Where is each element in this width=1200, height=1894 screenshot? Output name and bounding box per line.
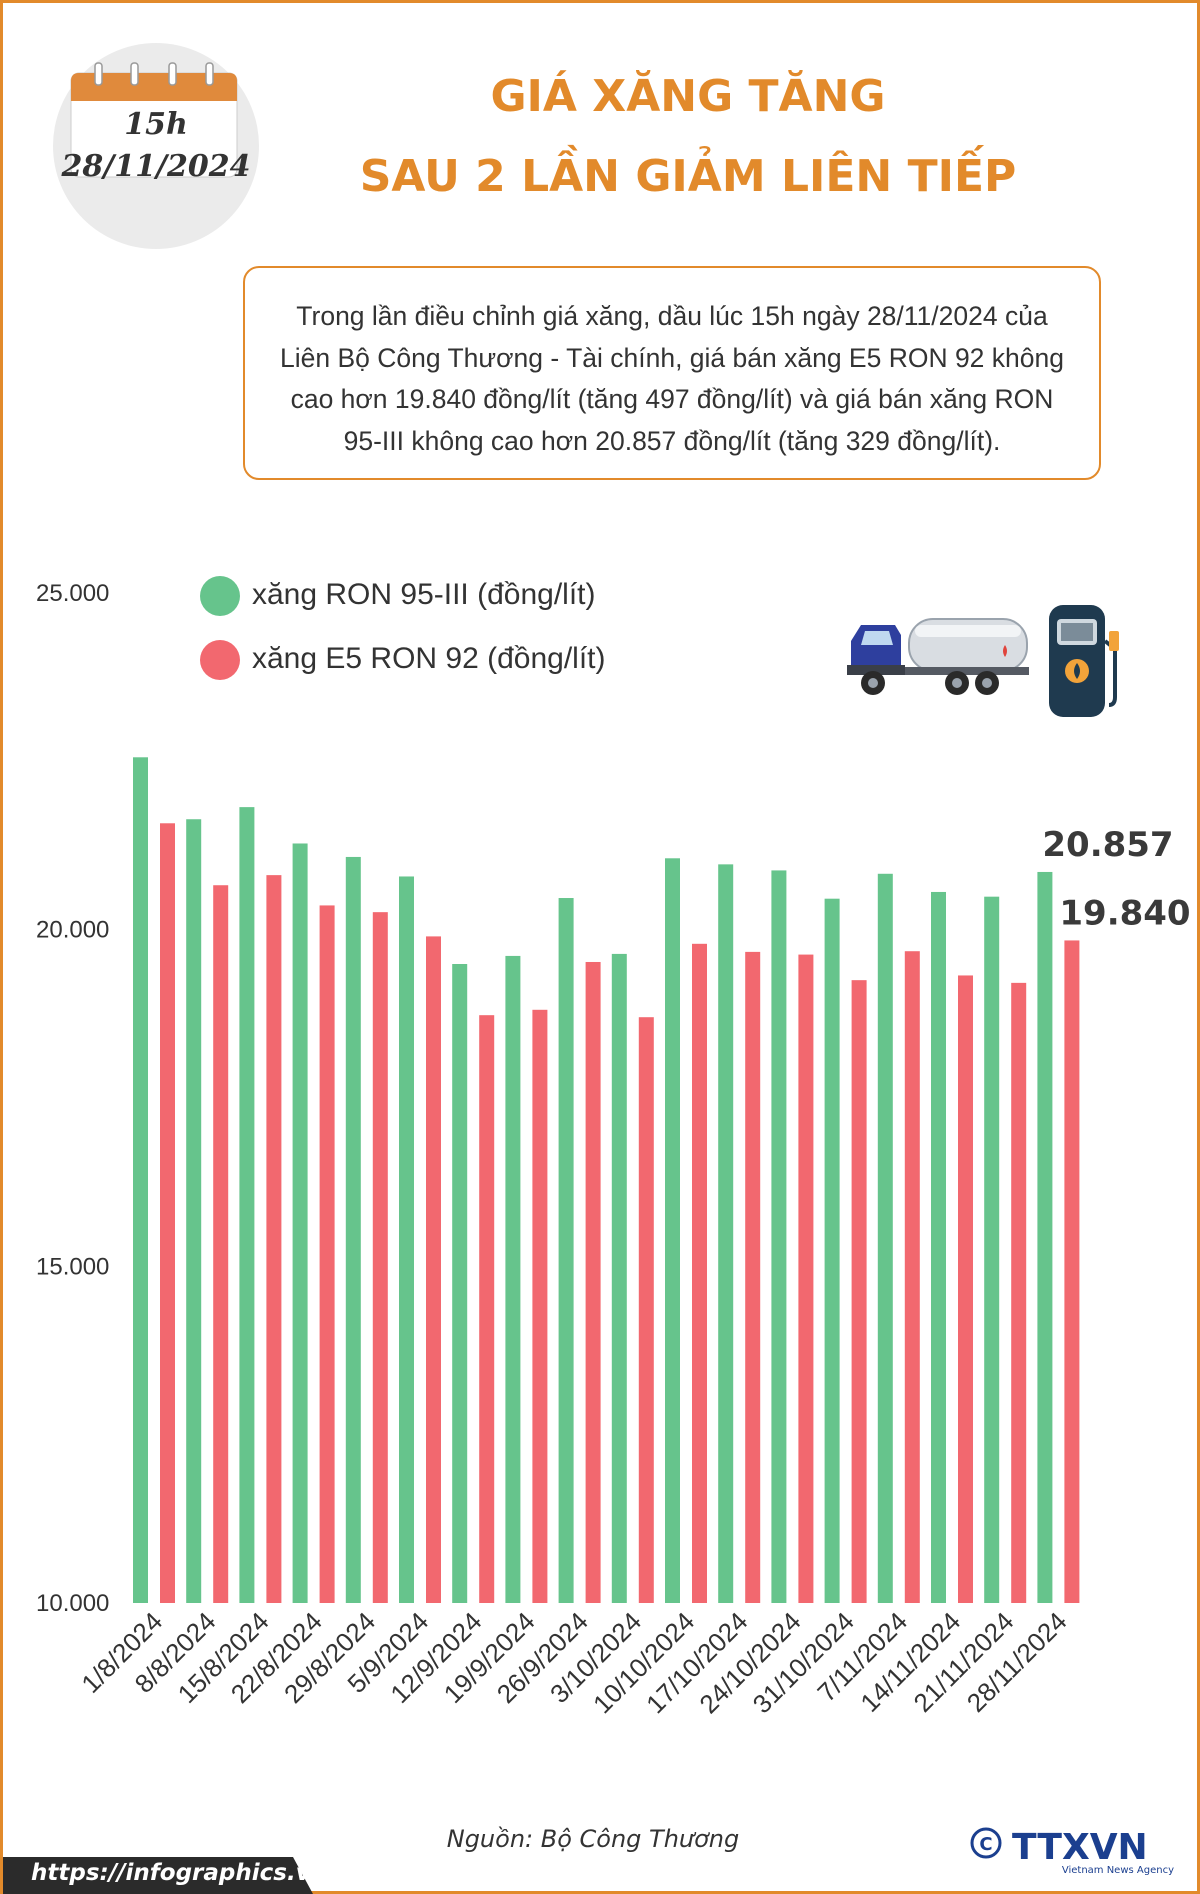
bar-e5 — [213, 885, 229, 1603]
bar-ron95 — [877, 873, 893, 1603]
svg-text:C: C — [979, 1834, 992, 1855]
bar-e5 — [532, 1009, 548, 1603]
bar-e5 — [426, 936, 441, 1603]
bar-e5 — [1064, 940, 1080, 1603]
bar-ron95 — [399, 876, 414, 1603]
bar-e5 — [160, 823, 175, 1603]
bar-e5 — [798, 954, 814, 1603]
summary-box: Trong lần điều chỉnh giá xăng, dầu lúc 1… — [243, 266, 1101, 480]
bar-e5 — [479, 1015, 495, 1603]
summary-line: Liên Bộ Công Thương - Tài chính, giá bán… — [280, 342, 1064, 373]
site-url-link[interactable]: https://infographics.vn — [31, 1860, 328, 1886]
y-tick-label: 20.000 — [36, 917, 109, 944]
bar-ron95 — [186, 819, 202, 1603]
price-bar-chart: 10.00015.00020.00025.0001/8/20248/8/2024… — [36, 580, 1191, 1719]
ttxvn-logo: C TTXVN Vietnam News Agency — [970, 1827, 1174, 1875]
bar-ron95 — [931, 891, 946, 1603]
bar-ron95 — [665, 858, 680, 1603]
summary-line: Trong lần điều chỉnh giá xăng, dầu lúc 1… — [296, 301, 1048, 331]
bar-ron95 — [718, 864, 734, 1603]
summary-line: cao hơn 19.840 đồng/lít (tăng 497 đồng/l… — [290, 384, 1054, 414]
calendar-icon — [70, 62, 238, 178]
legend-label-ron95: xăng RON 95-III (đồng/lít) — [252, 578, 596, 611]
bar-e5 — [1011, 982, 1027, 1603]
bar-ron95 — [505, 955, 521, 1603]
update-time: 15h — [124, 107, 188, 142]
page-title-line-1: GIÁ XĂNG TĂNG — [490, 71, 886, 122]
y-tick-label: 10.000 — [36, 1590, 109, 1617]
bar-ron95 — [345, 856, 361, 1603]
legend-label-e5: xăng E5 RON 92 (đồng/lít) — [252, 642, 606, 675]
bar-e5 — [372, 912, 388, 1603]
fuel-pump-icon — [1049, 605, 1119, 717]
bar-ron95 — [611, 953, 627, 1603]
bar-e5 — [958, 975, 973, 1603]
bar-ron95 — [239, 807, 255, 1603]
bar-e5 — [638, 1017, 654, 1603]
bar-e5 — [319, 905, 335, 1603]
summary-line: 95-III không cao hơn 20.857 đồng/lít (tă… — [343, 425, 1001, 456]
fuel-truck-icon — [847, 618, 1029, 695]
bar-e5 — [266, 875, 282, 1603]
legend-swatch-ron95 — [200, 576, 240, 616]
page-title-line-2: SAU 2 LẦN GIẢM LIÊN TIẾP — [359, 151, 1017, 202]
url-band — [3, 1857, 313, 1894]
bar-ron95 — [1037, 871, 1053, 1603]
bar-e5 — [904, 951, 920, 1603]
bar-ron95 — [558, 898, 574, 1603]
update-date: 28/11/2024 — [61, 149, 251, 184]
legend-swatch-e5 — [200, 640, 240, 680]
bar-ron95 — [984, 896, 1000, 1603]
logo-text: TTXVN — [1012, 1827, 1148, 1868]
bar-e5 — [585, 961, 601, 1603]
data-label-e5: 19.840 — [1059, 893, 1190, 933]
bar-e5 — [851, 980, 867, 1603]
logo-subtext: Vietnam News Agency — [1062, 1865, 1174, 1875]
bar-ron95 — [133, 757, 148, 1603]
bar-ron95 — [771, 870, 787, 1603]
bar-e5 — [692, 943, 707, 1603]
data-label-ron95: 20.857 — [1042, 825, 1173, 865]
bar-ron95 — [824, 898, 840, 1603]
y-tick-label: 15.000 — [36, 1253, 109, 1280]
source-note: Nguồn: Bộ Công Thương — [446, 1825, 740, 1853]
y-tick-label: 25.000 — [36, 580, 109, 607]
bar-ron95 — [452, 964, 468, 1603]
bar-ron95 — [292, 843, 308, 1603]
bar-e5 — [745, 951, 761, 1603]
